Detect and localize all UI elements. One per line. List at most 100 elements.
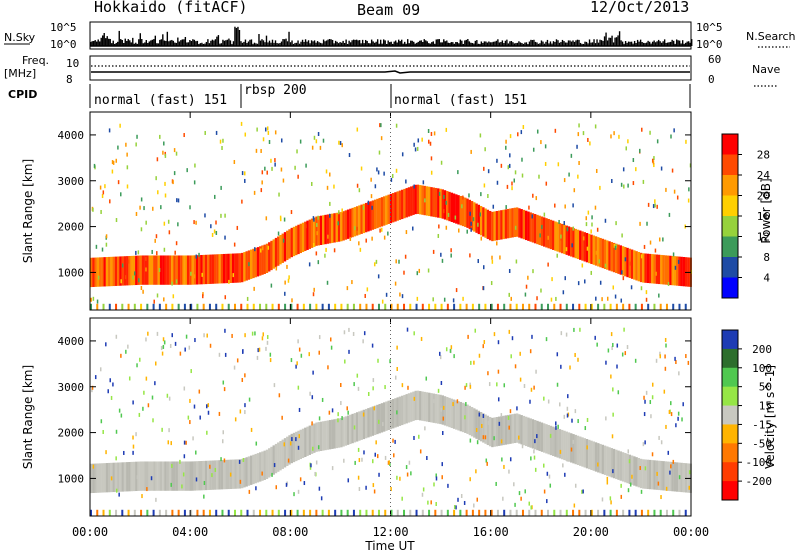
nsky-bar	[300, 41, 302, 46]
nsky-bar	[540, 40, 543, 46]
scatter-echo	[138, 278, 140, 283]
scatter-echo	[261, 336, 264, 341]
nsky-bar	[512, 42, 514, 46]
scatter-echo	[243, 171, 246, 176]
nsky-bar	[677, 40, 679, 46]
scatter-echo	[685, 139, 687, 144]
nsky-bar	[497, 39, 499, 46]
scatter-echo	[437, 388, 440, 393]
nsky-bar	[422, 41, 424, 46]
nsky-bar	[177, 37, 179, 46]
scatter-echo	[183, 133, 185, 138]
scatter-echo	[604, 263, 607, 268]
near-range-echo	[202, 509, 205, 516]
scatter-echo	[502, 496, 504, 501]
nsky-bar	[132, 37, 134, 46]
nsky-bar	[605, 32, 607, 46]
scatter-echo	[487, 371, 489, 376]
scatter-echo	[92, 464, 95, 469]
scatter-echo	[395, 123, 398, 128]
scatter-echo	[418, 434, 420, 439]
echo-column	[624, 453, 627, 483]
scatter-echo	[530, 456, 532, 461]
nsky-bar	[518, 41, 520, 46]
nsky-bar	[501, 40, 504, 46]
scatter-echo	[596, 342, 598, 347]
nsky-bar	[264, 42, 266, 46]
scatter-echo	[622, 167, 625, 172]
echo-column	[603, 239, 607, 269]
scatter-echo	[656, 204, 658, 209]
scatter-echo	[146, 487, 148, 492]
echo-column	[292, 226, 296, 257]
scatter-echo	[576, 144, 578, 149]
scatter-echo	[601, 497, 604, 502]
nsky-bar	[660, 42, 663, 46]
scatter-echo	[357, 447, 360, 452]
scatter-echo	[536, 296, 538, 301]
nsky-bar	[372, 41, 374, 46]
scatter-echo	[269, 352, 272, 357]
scatter-echo	[262, 137, 265, 142]
nsky-bar	[253, 42, 256, 46]
x-axis: 00:00 04:00 08:00 12:00 16:00 20:00 00:00	[72, 112, 709, 539]
nsky-bar	[536, 42, 538, 46]
echo-column	[252, 248, 255, 279]
near-range-echo	[572, 509, 575, 516]
near-range-echo	[296, 509, 299, 516]
nsky-bar	[461, 40, 463, 46]
scatter-echo	[514, 364, 517, 369]
scatter-echo	[244, 403, 246, 408]
scatter-echo	[518, 491, 521, 496]
scatter-echo	[378, 150, 381, 155]
scatter-echo	[224, 235, 226, 240]
scatter-echo	[109, 378, 111, 383]
nsky-bar	[276, 43, 278, 46]
echo-column	[364, 408, 368, 439]
echo-column	[675, 256, 679, 286]
nsky-bar	[645, 42, 648, 46]
near-range-echo	[490, 509, 493, 516]
near-range-echo	[603, 509, 606, 516]
scatter-echo	[293, 492, 295, 497]
scatter-echo	[280, 138, 283, 143]
echo-column	[655, 254, 659, 284]
echo-column	[457, 195, 460, 225]
near-range-echo	[221, 509, 224, 516]
scatter-echo	[311, 145, 314, 150]
echo-column	[317, 422, 321, 452]
scatter-echo	[173, 171, 176, 176]
scatter-echo	[215, 220, 217, 225]
echo-column	[504, 209, 508, 239]
near-range-echo	[459, 509, 462, 516]
scatter-echo	[158, 268, 161, 273]
scatter-echo	[253, 286, 255, 291]
scatter-echo	[143, 206, 145, 211]
nsky-bar	[198, 43, 200, 46]
scatter-echo	[521, 157, 523, 162]
cpid-segment-3: normal (fast) 151	[394, 93, 527, 108]
scatter-echo	[442, 416, 445, 421]
scatter-echo	[186, 168, 188, 173]
scatter-echo	[163, 247, 166, 252]
echo-column	[511, 208, 514, 238]
scatter-echo	[563, 221, 565, 226]
scatter-echo	[621, 352, 624, 357]
scatter-echo	[351, 280, 353, 285]
scatter-echo	[96, 299, 99, 304]
echo-column	[470, 407, 474, 437]
scatter-echo	[453, 505, 456, 510]
near-range-echo	[471, 303, 474, 310]
nsky-bar	[331, 39, 334, 46]
scatter-echo	[311, 421, 313, 426]
scatter-echo	[621, 233, 623, 238]
scatter-echo	[443, 297, 446, 302]
scatter-echo	[598, 259, 601, 264]
scatter-echo	[422, 180, 425, 185]
scatter-echo	[331, 466, 334, 471]
scatter-echo	[202, 294, 204, 299]
scatter-echo	[337, 221, 339, 226]
near-range-echo	[678, 303, 681, 310]
echo-column	[385, 401, 388, 431]
scatter-echo	[573, 503, 576, 508]
